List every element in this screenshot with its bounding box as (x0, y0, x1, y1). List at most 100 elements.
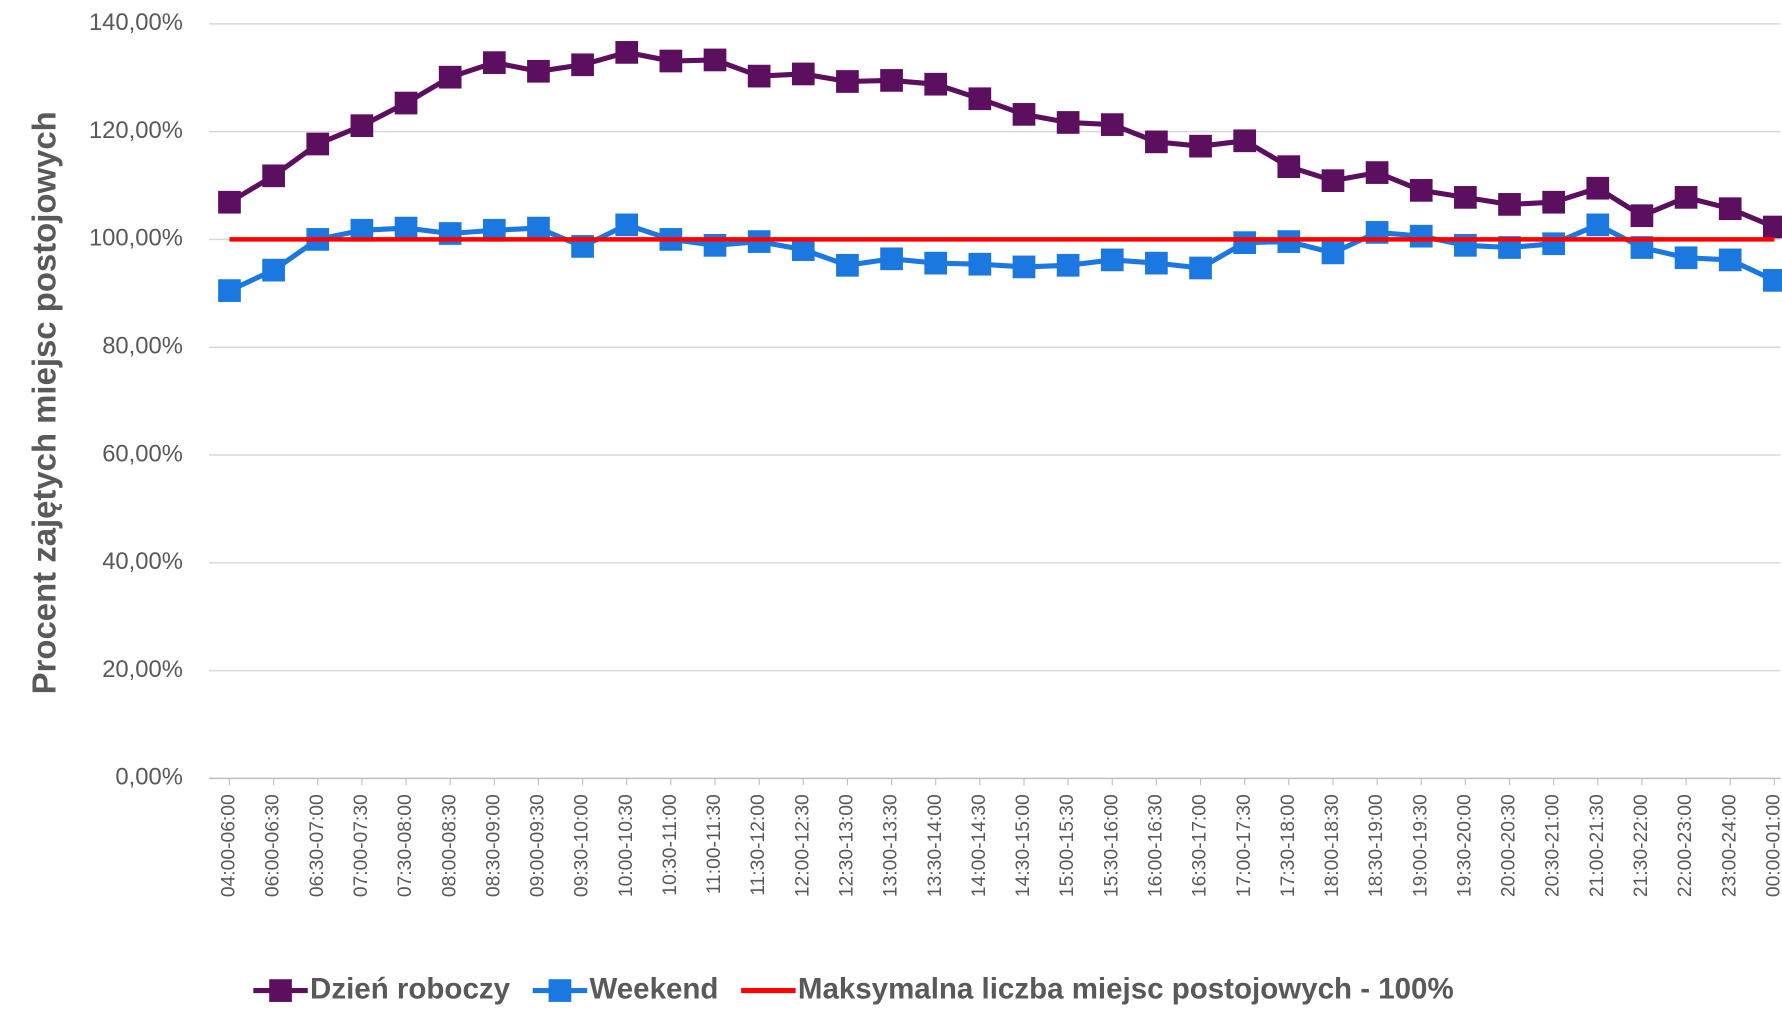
data-point (880, 247, 903, 271)
data-point (1630, 236, 1654, 259)
y-tick-label: 120,00% (89, 117, 183, 144)
data-point (747, 64, 771, 88)
data-point (1674, 246, 1698, 270)
x-tick-label: 17:00-17:30 (1234, 794, 1255, 897)
data-point (218, 190, 241, 214)
data-point (262, 258, 285, 282)
data-point (836, 70, 859, 93)
data-point (836, 253, 859, 277)
data-point (1365, 161, 1389, 184)
legend-marker (548, 979, 572, 1002)
y-tick-label: 60,00% (102, 440, 183, 467)
data-point (482, 51, 506, 74)
data-point (482, 218, 506, 242)
y-tick-label: 20,00% (102, 656, 183, 683)
data-point (1100, 113, 1124, 136)
data-point (306, 132, 330, 156)
data-point (350, 114, 374, 138)
data-point (1012, 103, 1036, 126)
data-point (1277, 155, 1301, 179)
x-tick-label: 14:00-14:30 (969, 794, 990, 897)
data-point (394, 91, 418, 115)
data-point (262, 164, 285, 188)
x-tick-label: 15:30-16:00 (1101, 794, 1122, 897)
legend-label: Weekend (589, 972, 718, 1005)
data-point (1056, 253, 1080, 277)
x-tick-label: 13:00-13:30 (881, 794, 902, 897)
data-point (438, 65, 462, 89)
x-tick-label: 15:00-15:30 (1057, 794, 1078, 897)
data-point (968, 252, 992, 276)
legend-label: Maksymalna liczba miejsc postojowych - 1… (798, 972, 1454, 1005)
data-point (1763, 215, 1782, 239)
data-point (1454, 186, 1477, 209)
data-point (1100, 248, 1124, 272)
data-point (1498, 236, 1521, 259)
x-tick-label: 18:30-19:00 (1366, 794, 1387, 897)
x-tick-label: 21:30-22:00 (1631, 794, 1652, 897)
x-tick-label: 12:00-12:30 (792, 794, 813, 897)
x-tick-label: 20:00-20:30 (1499, 794, 1520, 897)
data-point (1542, 232, 1565, 256)
data-point (571, 53, 594, 77)
y-tick-label: 80,00% (102, 333, 183, 360)
data-point (1409, 179, 1433, 202)
legend-marker (269, 979, 292, 1002)
data-point (1321, 169, 1345, 193)
data-point (1542, 190, 1565, 214)
data-point (1056, 111, 1080, 134)
x-tick-label: 19:00-19:30 (1410, 794, 1431, 897)
data-point (615, 41, 639, 64)
data-point (1586, 176, 1610, 200)
data-point (1145, 251, 1168, 275)
data-point (1763, 269, 1782, 292)
data-point (1189, 134, 1212, 158)
data-point (1233, 231, 1257, 254)
data-point (1145, 130, 1168, 154)
data-point (659, 49, 683, 73)
x-tick-label: 04:00-06:00 (219, 794, 240, 897)
data-point (924, 72, 948, 96)
x-tick-label: 20:30-21:00 (1543, 794, 1564, 897)
x-tick-label: 23:00-24:00 (1719, 794, 1740, 897)
x-tick-label: 19:30-20:00 (1454, 794, 1475, 897)
x-tick-label: 06:00-06:30 (263, 794, 284, 897)
data-point (615, 213, 639, 237)
data-point (880, 69, 903, 92)
data-point (791, 62, 815, 86)
data-point (1233, 129, 1257, 153)
x-tick-label: 10:30-11:00 (660, 794, 681, 895)
x-tick-label: 10:00-10:30 (616, 794, 637, 897)
x-tick-label: 11:00-11:30 (704, 794, 725, 894)
data-point (1189, 256, 1212, 280)
x-tick-label: 13:30-14:00 (925, 794, 946, 897)
data-point (924, 251, 948, 275)
x-tick-label: 08:30-09:00 (483, 794, 504, 897)
x-tick-label: 07:30-08:00 (395, 794, 416, 897)
x-tick-label: 21:00-21:30 (1587, 794, 1608, 897)
data-point (1012, 255, 1036, 279)
data-point (1586, 213, 1610, 237)
x-tick-label: 07:00-07:30 (351, 794, 372, 897)
data-point (527, 59, 550, 83)
data-point (1321, 241, 1345, 265)
y-tick-label: 40,00% (102, 548, 183, 575)
data-point (1498, 193, 1521, 216)
x-tick-label: 00:00-01:00 (1763, 794, 1782, 897)
x-tick-label: 22:00-23:00 (1675, 794, 1696, 897)
legend-label: Dzień roboczy (310, 972, 511, 1005)
data-point (394, 216, 418, 240)
data-point (791, 238, 815, 262)
data-point (703, 48, 727, 72)
data-point (527, 216, 550, 240)
x-tick-label: 18:00-18:30 (1322, 794, 1343, 897)
x-tick-label: 16:30-17:00 (1190, 794, 1211, 897)
data-point (350, 218, 374, 242)
data-point (1674, 186, 1698, 209)
data-point (218, 279, 241, 302)
y-axis-title: Procent zajętych miejsc postojowych (25, 111, 62, 694)
y-tick-label: 0,00% (115, 764, 183, 791)
x-tick-label: 09:30-10:00 (572, 794, 593, 897)
